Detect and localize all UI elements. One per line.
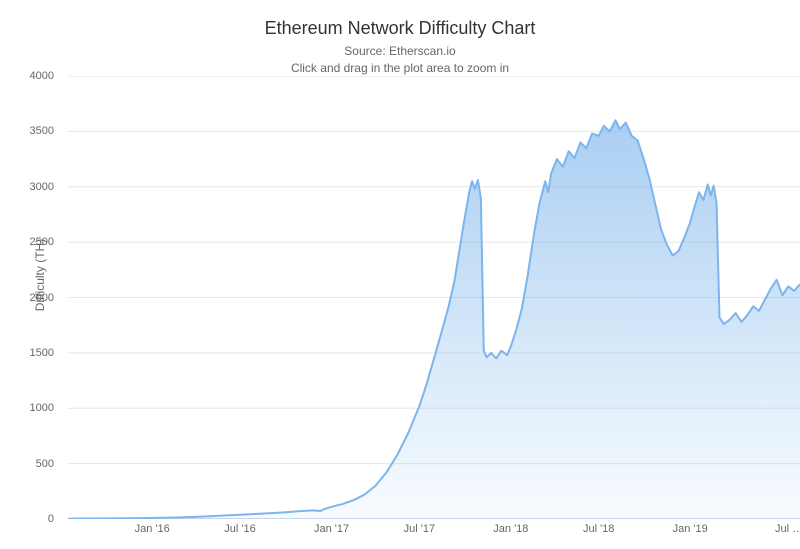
y-tick-label: 2000: [30, 292, 54, 304]
chart-subtitle: Source: Etherscan.io Click and drag in t…: [0, 39, 800, 77]
y-tick-label: 0: [48, 513, 54, 525]
x-tick-label: Jan '19: [673, 523, 708, 535]
x-tick-label: Jul …: [775, 523, 800, 535]
y-tick-label: 3500: [30, 125, 54, 137]
plot-area[interactable]: [68, 76, 800, 519]
x-tick-label: Jul '18: [583, 523, 614, 535]
y-tick-label: 500: [36, 458, 54, 470]
x-tick-label: Jul '17: [404, 523, 435, 535]
chart-title: Ethereum Network Difficulty Chart: [0, 0, 800, 39]
x-tick-label: Jan '17: [314, 523, 349, 535]
chart-container: Ethereum Network Difficulty Chart Source…: [0, 0, 800, 549]
x-axis-ticks: Jan '16 Jul '16 Jan '17 Jul '17 Jan '18 Jul '…: [68, 523, 800, 539]
y-axis-ticks: 05001000150020002500300035004000: [0, 76, 60, 519]
y-tick-label: 2500: [30, 236, 54, 248]
area-series: [68, 76, 800, 519]
y-tick-label: 1000: [30, 402, 54, 414]
y-tick-label: 1500: [30, 347, 54, 359]
subtitle-hint: Click and drag in the plot area to zoom …: [291, 61, 509, 75]
x-tick-label: Jan '16: [135, 523, 170, 535]
x-tick-label: Jan '18: [493, 523, 528, 535]
y-tick-label: 4000: [30, 70, 54, 82]
y-tick-label: 3000: [30, 181, 54, 193]
subtitle-source: Source: Etherscan.io: [344, 44, 455, 58]
x-tick-label: Jul '16: [224, 523, 255, 535]
